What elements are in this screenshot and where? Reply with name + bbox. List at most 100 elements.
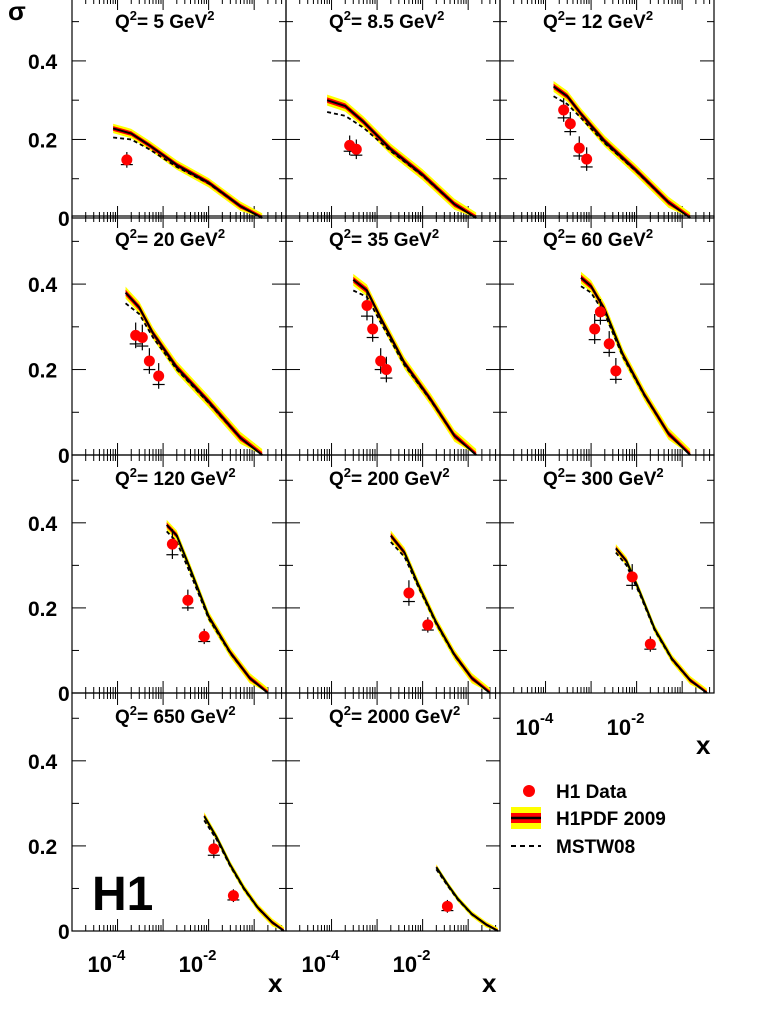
x-tick-label: 10-2: [179, 947, 217, 977]
data-point: [403, 587, 415, 599]
data-point: [350, 143, 362, 155]
q2-label: Q2= 12 GeV2: [543, 8, 653, 33]
panel-frame: [499, 215, 715, 456]
panel-q200: Q2= 200 GeV2: [285, 454, 501, 694]
y-axis-label: σ̃: [8, 0, 26, 26]
x-axis-label: x: [696, 730, 711, 760]
legend-entry-mstw: MSTW08: [556, 837, 635, 858]
h1pdf-band-inner: [436, 865, 498, 931]
y-tick-label: 0: [58, 445, 70, 468]
y-tick-label: 0.4: [28, 751, 58, 774]
data-point: [573, 142, 585, 154]
panel-frame: [499, 0, 715, 219]
data-point: [422, 619, 434, 631]
panel-q12: Q2= 12 GeV2: [499, 0, 715, 219]
data-point: [558, 104, 570, 116]
h1pdf-central-line: [326, 99, 477, 219]
data-point: [136, 332, 148, 343]
data-point: [375, 355, 387, 367]
y-tick-label: 0: [58, 683, 70, 706]
y-tick-label: 0.4: [28, 513, 58, 536]
q2-label: Q2= 8.5 GeV2: [329, 8, 444, 33]
panel-q300: Q2= 300 GeV2: [499, 454, 715, 694]
x-tick-label: 10-4: [302, 947, 340, 977]
y-tick-label: 0.2: [28, 360, 57, 383]
y-tick-label: 0.2: [28, 836, 57, 859]
y-tick-label: 0: [58, 208, 70, 231]
y-tick-label: 0.4: [28, 274, 58, 297]
mstw-curve: [435, 868, 499, 932]
x-tick-label: 10-4: [88, 947, 126, 977]
data-point: [153, 370, 165, 382]
data-point: [121, 154, 133, 166]
legend: H1 Data H1PDF 2009 MSTW08: [511, 782, 666, 858]
q2-label: Q2= 2000 GeV2: [329, 703, 460, 728]
panel-q35: Q2= 35 GeV2: [285, 215, 501, 456]
mstw-curve: [203, 819, 285, 932]
q2-label: Q2= 20 GeV2: [115, 226, 225, 251]
y-tick-label: 0.2: [28, 129, 57, 152]
data-point: [626, 571, 638, 583]
y-tick-label: 0.2: [28, 598, 57, 621]
x-axis-label: x: [482, 968, 497, 998]
data-point: [198, 630, 210, 642]
x-tick-label: 10-2: [607, 710, 645, 740]
data-point: [143, 355, 155, 367]
h1-logo: H1: [92, 868, 153, 921]
q2-label: Q2= 60 GeV2: [543, 226, 653, 251]
data-point: [361, 299, 373, 311]
mstw-curve: [166, 530, 269, 694]
x-axis-label: x: [268, 968, 283, 998]
h1pdf-central-line: [580, 276, 691, 456]
legend-entry-h1pdf: H1PDF 2009: [556, 809, 666, 830]
mstw-curve: [125, 302, 263, 456]
panel-frame: [285, 692, 501, 932]
y-tick-label: 0: [58, 921, 70, 944]
data-point: [441, 900, 453, 912]
h1pdf-band-outer: [353, 273, 477, 455]
data-point: [564, 118, 576, 130]
panel-grid: Q2= 5 GeV2 Q2= 8.5 GeV2 Q2= 12 GeV2 Q2= 20 …: [28, 0, 715, 998]
data-point: [182, 594, 194, 606]
h1pdf-band-inner: [204, 814, 284, 931]
panel-frame: [71, 215, 287, 456]
x-tick-label: 10-4: [516, 710, 554, 740]
h1pdf-band-outer: [125, 286, 263, 455]
q2-label: Q2= 120 GeV2: [115, 465, 236, 490]
legend-entry-h1-data: H1 Data: [556, 782, 627, 803]
data-point: [610, 365, 622, 377]
data-point: [594, 306, 606, 318]
mstw-curve: [113, 136, 263, 219]
data-point: [208, 843, 220, 855]
panel-q20: Q2= 20 GeV2: [71, 215, 287, 456]
h1pdf-central-line: [112, 127, 263, 219]
panel-q8_5: Q2= 8.5 GeV2: [285, 0, 501, 219]
mstw-curve: [390, 541, 491, 694]
data-point: [603, 338, 615, 350]
panel-q2000: Q2= 2000 GeV2: [285, 692, 501, 932]
x-tick-label: 10-2: [393, 947, 431, 977]
q2-label: Q2= 35 GeV2: [329, 226, 439, 251]
panel-frame: [499, 454, 715, 694]
panel-q5: Q2= 5 GeV2: [71, 0, 287, 219]
panel-frame: [71, 454, 287, 694]
h1pdf-band-outer: [204, 812, 284, 931]
data-point: [581, 153, 593, 165]
data-point: [589, 323, 601, 335]
data-point: [166, 538, 178, 550]
panel-q120: Q2= 120 GeV2: [71, 454, 287, 694]
y-tick-label: 0.4: [28, 51, 58, 74]
legend-data-marker: [523, 785, 535, 797]
mstw-curve: [615, 552, 708, 694]
panel-frame: [285, 454, 501, 694]
h1pdf-central-line: [165, 524, 269, 694]
data-point: [380, 364, 392, 376]
h1pdf-central-line: [435, 866, 499, 932]
h1pdf-band-inner: [615, 546, 707, 693]
mstw-curve: [553, 95, 691, 219]
data-point: [367, 323, 379, 335]
q2-label: Q2= 650 GeV2: [115, 703, 236, 728]
data-point: [227, 890, 239, 902]
